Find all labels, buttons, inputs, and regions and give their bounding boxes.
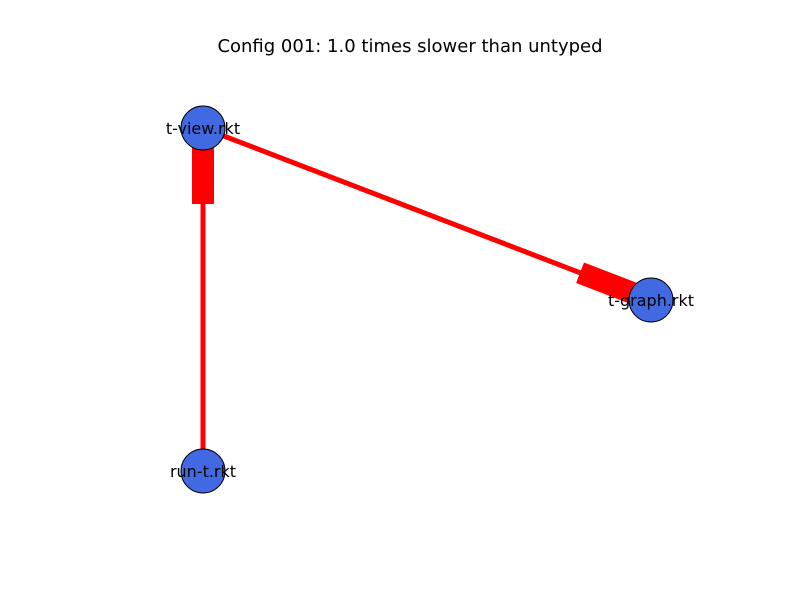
node-circle-t-view (180, 105, 226, 151)
node-circle-run-t (180, 448, 226, 494)
edge-arrowhead-t-view-to-t-graph (576, 262, 644, 306)
edge-t-view-to-t-graph (202, 125, 652, 303)
edges-layer (192, 125, 652, 471)
nodes-layer: t-view.rkt t-graph.rkt run-t.rkt (166, 105, 694, 494)
node-label-t-graph: t-graph.rkt (608, 291, 694, 310)
node-circle-t-graph (628, 277, 674, 323)
node-t-graph: t-graph.rkt (608, 277, 694, 323)
node-label-run-t: run-t.rkt (170, 462, 236, 481)
graph-title: Config 001: 1.0 times slower than untype… (217, 36, 602, 57)
node-label-t-view: t-view.rkt (166, 119, 240, 138)
node-run-t: run-t.rkt (170, 448, 236, 494)
node-t-view: t-view.rkt (166, 105, 240, 151)
